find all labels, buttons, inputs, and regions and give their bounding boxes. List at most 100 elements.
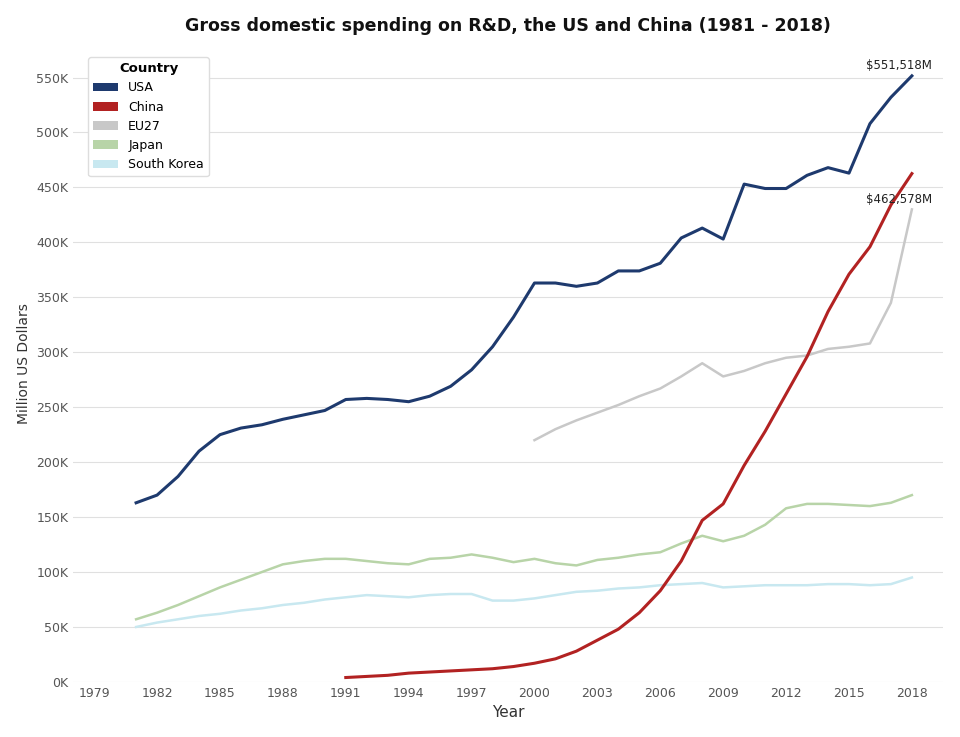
EU27	[802, 351, 813, 360]
Title: Gross domestic spending on R&D, the US and China (1981 - 2018): Gross domestic spending on R&D, the US a…	[185, 17, 831, 35]
EU27	[906, 205, 918, 214]
China	[676, 556, 687, 565]
Japan	[235, 576, 247, 584]
EU27	[759, 359, 771, 368]
South Korea	[802, 581, 813, 590]
China	[487, 664, 498, 673]
USA	[508, 312, 519, 321]
South Korea	[277, 601, 289, 609]
Line: USA: USA	[136, 76, 912, 503]
EU27	[529, 436, 540, 444]
EU27	[655, 384, 666, 393]
Japan	[570, 561, 582, 570]
Japan	[466, 550, 477, 559]
South Korea	[550, 590, 562, 599]
USA	[424, 392, 436, 401]
USA	[906, 71, 918, 80]
Japan	[319, 554, 330, 563]
Japan	[634, 550, 645, 559]
Japan	[340, 554, 351, 563]
China	[696, 516, 708, 525]
South Korea	[823, 580, 834, 589]
EU27	[634, 392, 645, 401]
Japan	[676, 539, 687, 548]
South Korea	[424, 590, 436, 599]
China	[340, 673, 351, 682]
Y-axis label: Million US Dollars: Million US Dollars	[16, 303, 31, 424]
China	[738, 461, 750, 470]
EU27	[676, 372, 687, 381]
Japan	[172, 601, 183, 609]
China	[843, 270, 854, 279]
USA	[823, 163, 834, 172]
China	[906, 170, 918, 178]
USA	[529, 279, 540, 287]
USA	[319, 406, 330, 415]
China	[655, 587, 666, 595]
Japan	[550, 559, 562, 567]
Japan	[487, 553, 498, 562]
EU27	[570, 416, 582, 425]
South Korea	[361, 590, 372, 599]
Japan	[802, 500, 813, 509]
South Korea	[529, 594, 540, 603]
South Korea	[634, 583, 645, 592]
Japan	[906, 491, 918, 500]
EU27	[550, 425, 562, 433]
China	[508, 662, 519, 671]
USA	[696, 223, 708, 232]
South Korea	[444, 590, 456, 598]
South Korea	[256, 604, 268, 612]
China	[634, 608, 645, 617]
USA	[361, 394, 372, 403]
EU27	[780, 353, 792, 362]
Japan	[403, 560, 415, 569]
EU27	[823, 344, 834, 353]
USA	[655, 259, 666, 268]
USA	[738, 180, 750, 189]
Text: $462,578M: $462,578M	[866, 193, 932, 206]
Line: EU27: EU27	[535, 209, 912, 440]
EU27	[717, 372, 729, 381]
South Korea	[906, 573, 918, 582]
South Korea	[214, 609, 226, 618]
USA	[759, 184, 771, 193]
South Korea	[717, 583, 729, 592]
USA	[487, 342, 498, 351]
Japan	[193, 592, 204, 601]
China	[424, 668, 436, 677]
Japan	[696, 531, 708, 540]
South Korea	[235, 606, 247, 615]
Japan	[256, 567, 268, 576]
EU27	[864, 339, 876, 348]
China	[529, 659, 540, 668]
USA	[570, 282, 582, 290]
China	[466, 666, 477, 674]
Japan	[655, 548, 666, 556]
South Korea	[570, 587, 582, 596]
Japan	[424, 554, 436, 563]
China	[444, 666, 456, 675]
USA	[591, 279, 603, 287]
Japan	[382, 559, 394, 567]
EU27	[591, 408, 603, 417]
China	[550, 654, 562, 663]
South Korea	[340, 593, 351, 601]
Japan	[759, 520, 771, 529]
South Korea	[612, 584, 624, 593]
Japan	[299, 556, 310, 565]
South Korea	[403, 593, 415, 601]
USA	[235, 424, 247, 433]
South Korea	[676, 580, 687, 589]
China	[361, 672, 372, 681]
China	[591, 636, 603, 645]
Japan	[843, 500, 854, 509]
USA	[885, 93, 897, 102]
Japan	[361, 556, 372, 565]
Japan	[717, 537, 729, 545]
USA	[802, 171, 813, 180]
EU27	[696, 359, 708, 368]
South Korea	[655, 581, 666, 590]
Line: South Korea: South Korea	[136, 578, 912, 627]
USA	[403, 397, 415, 406]
